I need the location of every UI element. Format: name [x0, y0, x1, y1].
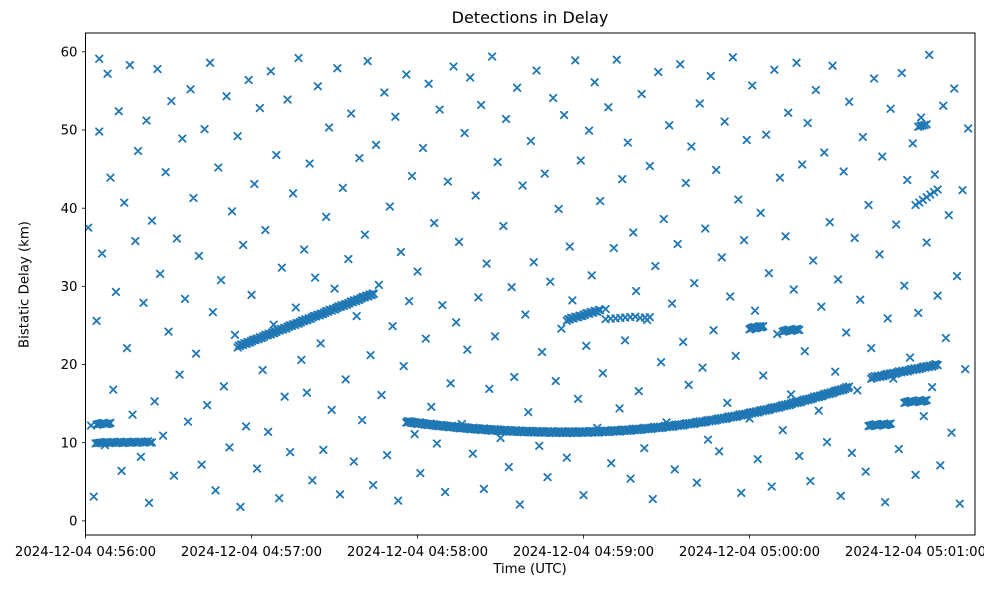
y-tick-label: 50	[61, 124, 78, 139]
y-axis-ticks: 0 10 20 30 40 50 60	[61, 45, 86, 530]
x-tick-label: 2024-12-04 04:57:00	[181, 545, 322, 560]
y-tick-label: 10	[61, 436, 78, 451]
plot-border	[85, 32, 976, 536]
x-tick-label: 2024-12-04 05:00:00	[679, 545, 820, 560]
x-tick-label: 2024-12-04 05:01:00	[845, 545, 984, 560]
y-tick-label: 40	[61, 202, 78, 217]
y-tick-label: 20	[61, 358, 78, 373]
y-tick-label: 60	[61, 45, 78, 60]
x-axis-label: Time (UTC)	[493, 562, 567, 577]
y-tick-label: 0	[69, 515, 77, 530]
plot-background	[85, 33, 975, 535]
y-tick-label: 30	[61, 280, 78, 295]
x-tick-label: 2024-12-04 04:58:00	[347, 545, 488, 560]
chart-title: Detections in Delay	[451, 8, 609, 27]
x-tick-label: 2024-12-04 04:56:00	[15, 545, 156, 560]
x-tick-label: 2024-12-04 04:59:00	[513, 545, 654, 560]
scatter-points	[85, 50, 973, 511]
y-axis-label: Bistatic Delay (km)	[17, 221, 33, 348]
x-axis-ticks: 2024-12-04 04:56:00 2024-12-04 04:57:00 20…	[15, 535, 984, 560]
